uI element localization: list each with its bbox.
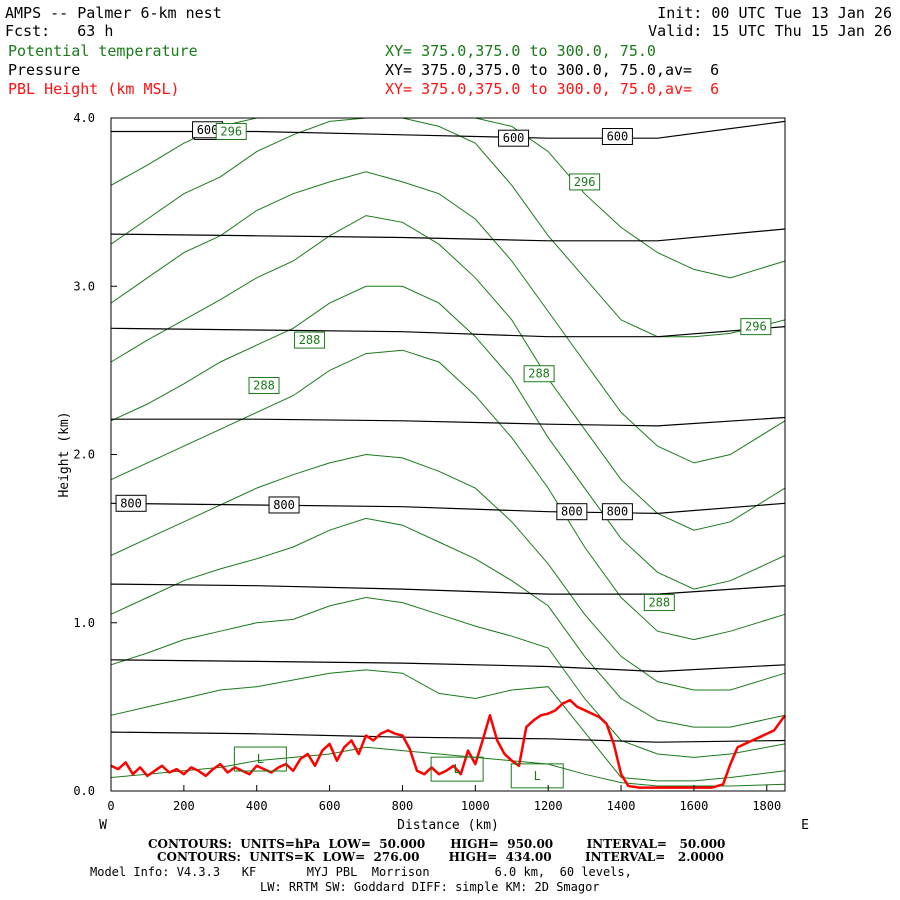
pbl-height-series [110, 698, 787, 789]
low-label: L [534, 769, 541, 783]
x-tick-label: 1200 [534, 799, 563, 813]
y-axis-label: Height (km) [57, 411, 72, 497]
footer-physics-info: LW: RRTM SW: Goddard DIFF: simple KM: 2D… [260, 880, 600, 894]
low-label-box [510, 763, 564, 789]
pressure-label: 800 [120, 496, 142, 510]
theta-contour-288 [110, 349, 786, 641]
pressure-contour-850 [110, 583, 786, 595]
x-tick-label: 400 [246, 799, 268, 813]
pressure-label-box [498, 129, 530, 147]
axes: 0 200 400 600 800 1000 1200 1400 1600 1800 0.0 1.0 2… [57, 111, 809, 833]
y-tick-label: 3.0 [73, 279, 95, 293]
pressure-contour-650 [110, 228, 786, 242]
pbl-height-line [110, 698, 787, 789]
x-tick-label: 800 [392, 799, 414, 813]
pressure-label: 800 [561, 505, 583, 519]
x-tick-label: 200 [173, 799, 195, 813]
footer-model-info: Model Info: V4.3.3 KF MYJ PBL Morrison 6… [90, 865, 632, 879]
theta-contour-278 [110, 746, 786, 787]
theta-label-box [248, 377, 280, 395]
y-tick-label: 0.0 [73, 784, 95, 798]
theta-label: 288 [648, 596, 670, 610]
theta-label-box [294, 331, 326, 349]
theta-label-box [523, 365, 555, 383]
theta-label: 288 [528, 367, 550, 381]
contour-labels: 6006006006008008008008002962962962882882… [115, 121, 772, 789]
valid-time: Valid: 15 UTC Thu 15 Jan 26 [648, 22, 892, 40]
x-tick-label: 1000 [461, 799, 490, 813]
field-name-pbl: PBL Height (km MSL) [8, 80, 180, 98]
y-tick-label: 4.0 [73, 111, 95, 125]
x-axis-label: Distance (km) [397, 818, 499, 833]
footer-pressure-contours: CONTOURS: UNITS=hPa LOW= 50.000 HIGH= 95… [148, 837, 726, 851]
plot-frame [110, 117, 786, 792]
theta-label-box [643, 594, 675, 612]
theta-label-box [215, 122, 247, 140]
theta-label: 296 [574, 175, 596, 189]
pressure-contour-750 [111, 416, 786, 427]
theta-label: 288 [253, 379, 275, 393]
theta-contour-298 [110, 117, 786, 279]
y-tick-label: 2.0 [73, 448, 95, 462]
low-label: L [257, 752, 264, 766]
pressure-label: 600 [197, 123, 219, 137]
pressure-label-box [268, 496, 300, 514]
pressure-contours [110, 120, 786, 743]
pressure-contour-950 [110, 731, 786, 743]
east-label: E [801, 818, 809, 833]
x-tick-label: 600 [319, 799, 341, 813]
field-name-pressure: Pressure [8, 61, 81, 79]
pressure-contour-900 [110, 659, 786, 673]
x-tick-label: 0 [107, 799, 114, 813]
theta-label: 288 [299, 333, 321, 347]
low-label-box [430, 756, 484, 782]
theta-contour-284 [110, 517, 786, 728]
theta-contour-286 [110, 453, 786, 691]
chart-title: AMPS -- Palmer 6-km nest [5, 4, 222, 22]
theta-contour-292 [110, 215, 786, 531]
pressure-label-box [556, 503, 588, 521]
theta-label: 296 [745, 320, 767, 334]
pressure-contour-800 [110, 502, 786, 515]
pressure-label-box [601, 128, 633, 146]
init-time: Init: 00 UTC Tue 13 Jan 26 [657, 4, 892, 22]
pressure-label: 800 [273, 498, 295, 512]
low-label: L [453, 762, 460, 776]
field-xy-theta: XY= 375.0,375.0 to 300.0, 75.0 [385, 42, 656, 60]
pressure-label: 800 [607, 505, 629, 519]
footer-theta-contours: CONTOURS: UNITS=K LOW= 276.00 HIGH= 434.… [157, 850, 724, 864]
low-label-box [233, 746, 287, 772]
theta-contour-290 [110, 285, 786, 590]
theta-contour-280 [110, 669, 786, 782]
pressure-label-box [115, 494, 147, 512]
theta-contours [110, 117, 786, 787]
west-label: W [99, 818, 107, 833]
x-tick-label: 1400 [607, 799, 636, 813]
x-tick-label: 1600 [679, 799, 708, 813]
theta-contour-282 [110, 596, 786, 758]
pressure-label: 600 [607, 130, 629, 144]
y-tick-label: 1.0 [73, 616, 95, 630]
field-xy-pressure: XY= 375.0,375.0 to 300.0, 75.0,av= 6 [385, 61, 720, 79]
field-name-theta: Potential temperature [8, 42, 198, 60]
theta-label-box [569, 173, 601, 191]
theta-label: 296 [220, 124, 242, 138]
pressure-contour-700 [110, 326, 786, 338]
theta-label-box [740, 318, 772, 336]
x-tick-label: 1800 [752, 799, 781, 813]
pressure-label: 600 [503, 131, 525, 145]
field-xy-pbl: XY= 375.0,375.0 to 300.0, 75.0,av= 6 [385, 80, 720, 98]
forecast-hour: Fcst: 63 h [5, 22, 114, 40]
pressure-label-box [601, 503, 633, 521]
